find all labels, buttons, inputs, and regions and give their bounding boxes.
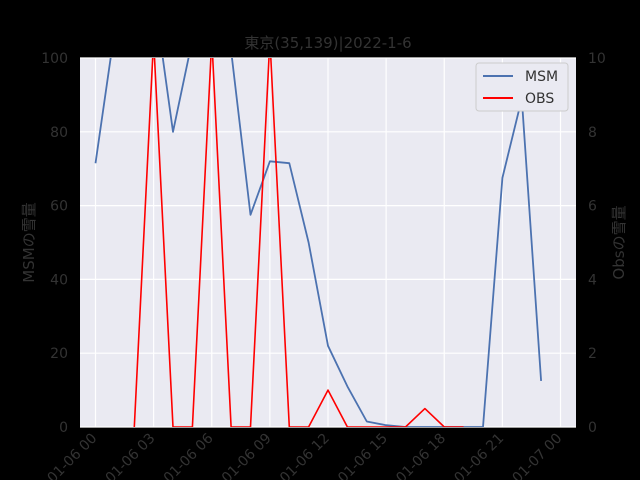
left-tick-label: 80: [50, 125, 68, 141]
grid: [80, 57, 576, 428]
left-tick-label: 60: [50, 199, 68, 215]
x-tick-label: 01-06 12: [277, 431, 333, 480]
x-tick-label: 01-06 06: [161, 430, 217, 480]
x-tick-label: 01-07 00: [510, 431, 566, 480]
left-tick-label: 100: [41, 51, 68, 67]
x-tick-label: 01-06 18: [393, 431, 449, 480]
legend: MSM OBS: [475, 62, 569, 112]
legend-label-obs: OBS: [525, 91, 554, 107]
chart-title: 東京(35,139)|2022-1-6: [244, 34, 411, 52]
left-axis: 0 20 40 60 80 100: [41, 51, 68, 436]
left-tick-label: 0: [59, 420, 68, 436]
series-line-msm: [94, 58, 542, 427]
x-tick-label: 01-06 03: [103, 431, 159, 480]
x-tick-label: 01-06 21: [451, 431, 507, 480]
left-tick-label: 40: [50, 272, 68, 288]
series-line-obs: [133, 58, 464, 427]
legend-label-msm: MSM: [525, 69, 558, 85]
right-axis-title: Obsの雪量: [610, 205, 628, 279]
series-group: [94, 58, 542, 427]
left-axis-title: MSMの雪量: [20, 202, 38, 282]
x-tick-label: 01-06 09: [219, 431, 275, 480]
right-tick-label: 10: [588, 51, 606, 67]
left-tick-label: 20: [50, 346, 68, 362]
x-tick-label: 01-06 15: [335, 431, 391, 480]
right-tick-label: 6: [588, 199, 597, 215]
x-tick-label: 01-06 00: [45, 431, 101, 480]
right-tick-label: 4: [588, 272, 597, 288]
right-tick-label: 2: [588, 346, 597, 362]
right-tick-label: 0: [588, 420, 597, 436]
x-axis: 01-06 00 01-06 03 01-06 06 01-06 09 01-06 12…: [45, 430, 566, 480]
right-axis: 0 2 4 6 8 10: [588, 51, 606, 436]
right-tick-label: 8: [588, 125, 597, 141]
